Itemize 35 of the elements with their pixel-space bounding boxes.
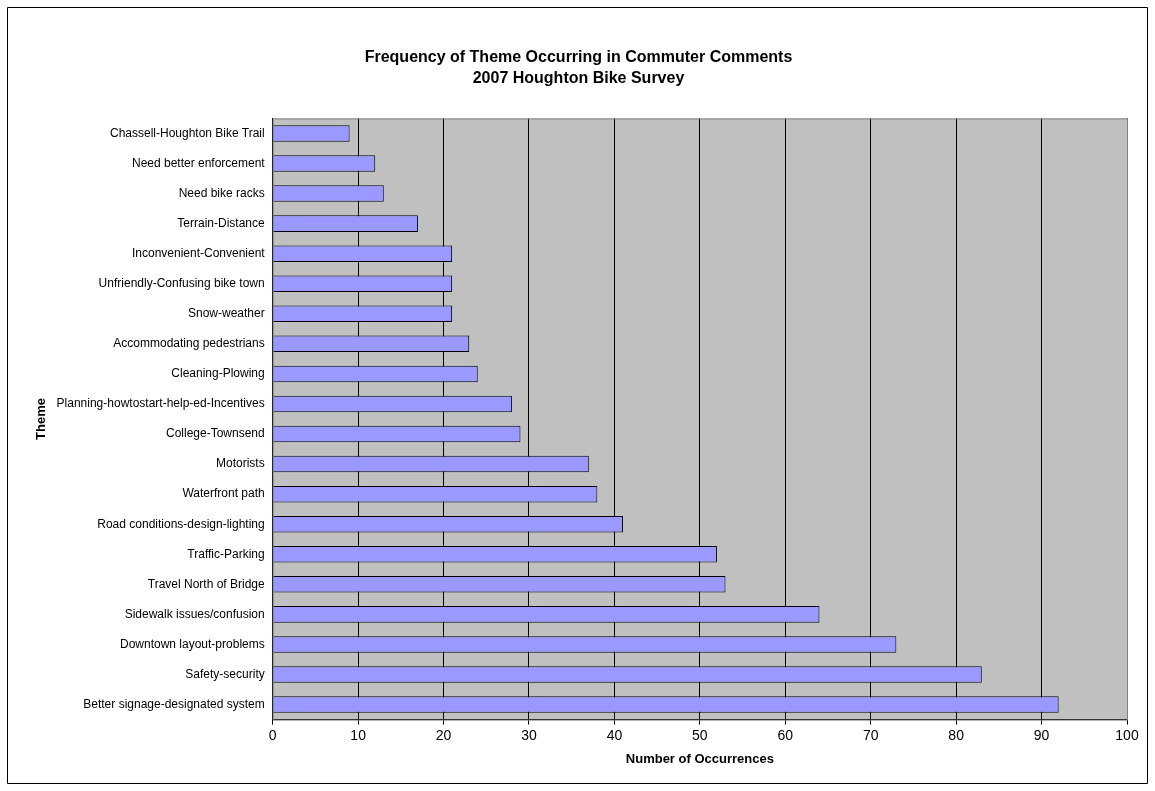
x-tick-label: 10 [350, 726, 367, 743]
y-tick-label: Sidewalk issues/confusion [124, 606, 265, 621]
y-tick-label: Unfriendly-Confusing bike town [98, 276, 265, 291]
y-tick-label: College-Townsend [165, 426, 265, 441]
y-axis-title: Theme [33, 398, 49, 440]
x-tick-label: 100 [1115, 726, 1139, 743]
x-tick-label: 50 [692, 726, 708, 743]
y-tick-label: Better signage-designated system [83, 696, 265, 711]
x-tick-label: 20 [435, 726, 452, 743]
y-tick-label: Safety-security [185, 666, 265, 681]
x-tick-label: 90 [1033, 726, 1050, 743]
x-tick-label: 30 [521, 726, 537, 743]
y-tick-label: Downtown layout-problems [119, 636, 265, 651]
y-tick-label: Planning-howtostart-help-ed-Incentives [56, 396, 265, 411]
x-tick-label: 60 [777, 726, 794, 743]
y-tick-label: Inconvenient-Convenient [131, 245, 266, 260]
y-tick-label: Travel North of Bridge [147, 576, 266, 591]
chart-subtitle: 2007 Houghton Bike Survey [472, 69, 685, 87]
y-tick-label: Terrain-Distance [177, 215, 266, 230]
x-tick-label: 40 [606, 726, 623, 743]
y-tick-label: Snow-weather [187, 306, 265, 321]
y-tick-label: Chassell-Houghton Bike Trail [109, 125, 265, 140]
x-axis-title: Number of Occurrences [625, 750, 774, 766]
y-tick-label: Traffic-Parking [187, 546, 265, 561]
y-tick-label: Accommodating pedestrians [113, 336, 265, 351]
y-tick-label: Need better enforcement [131, 155, 266, 170]
y-tick-label: Cleaning-Plowing [171, 366, 265, 381]
x-tick-label: 80 [948, 726, 965, 743]
y-tick-label: Motorists [216, 456, 265, 471]
y-tick-label: Road conditions-design-lighting [97, 516, 265, 531]
y-tick-label: Need bike racks [178, 185, 265, 200]
y-tick-label: Waterfront path [182, 486, 265, 501]
x-tick-label: 0 [268, 726, 277, 743]
chart-title: Frequency of Theme Occurring in Commuter Comments [364, 48, 793, 66]
x-tick-label: 70 [862, 726, 879, 743]
